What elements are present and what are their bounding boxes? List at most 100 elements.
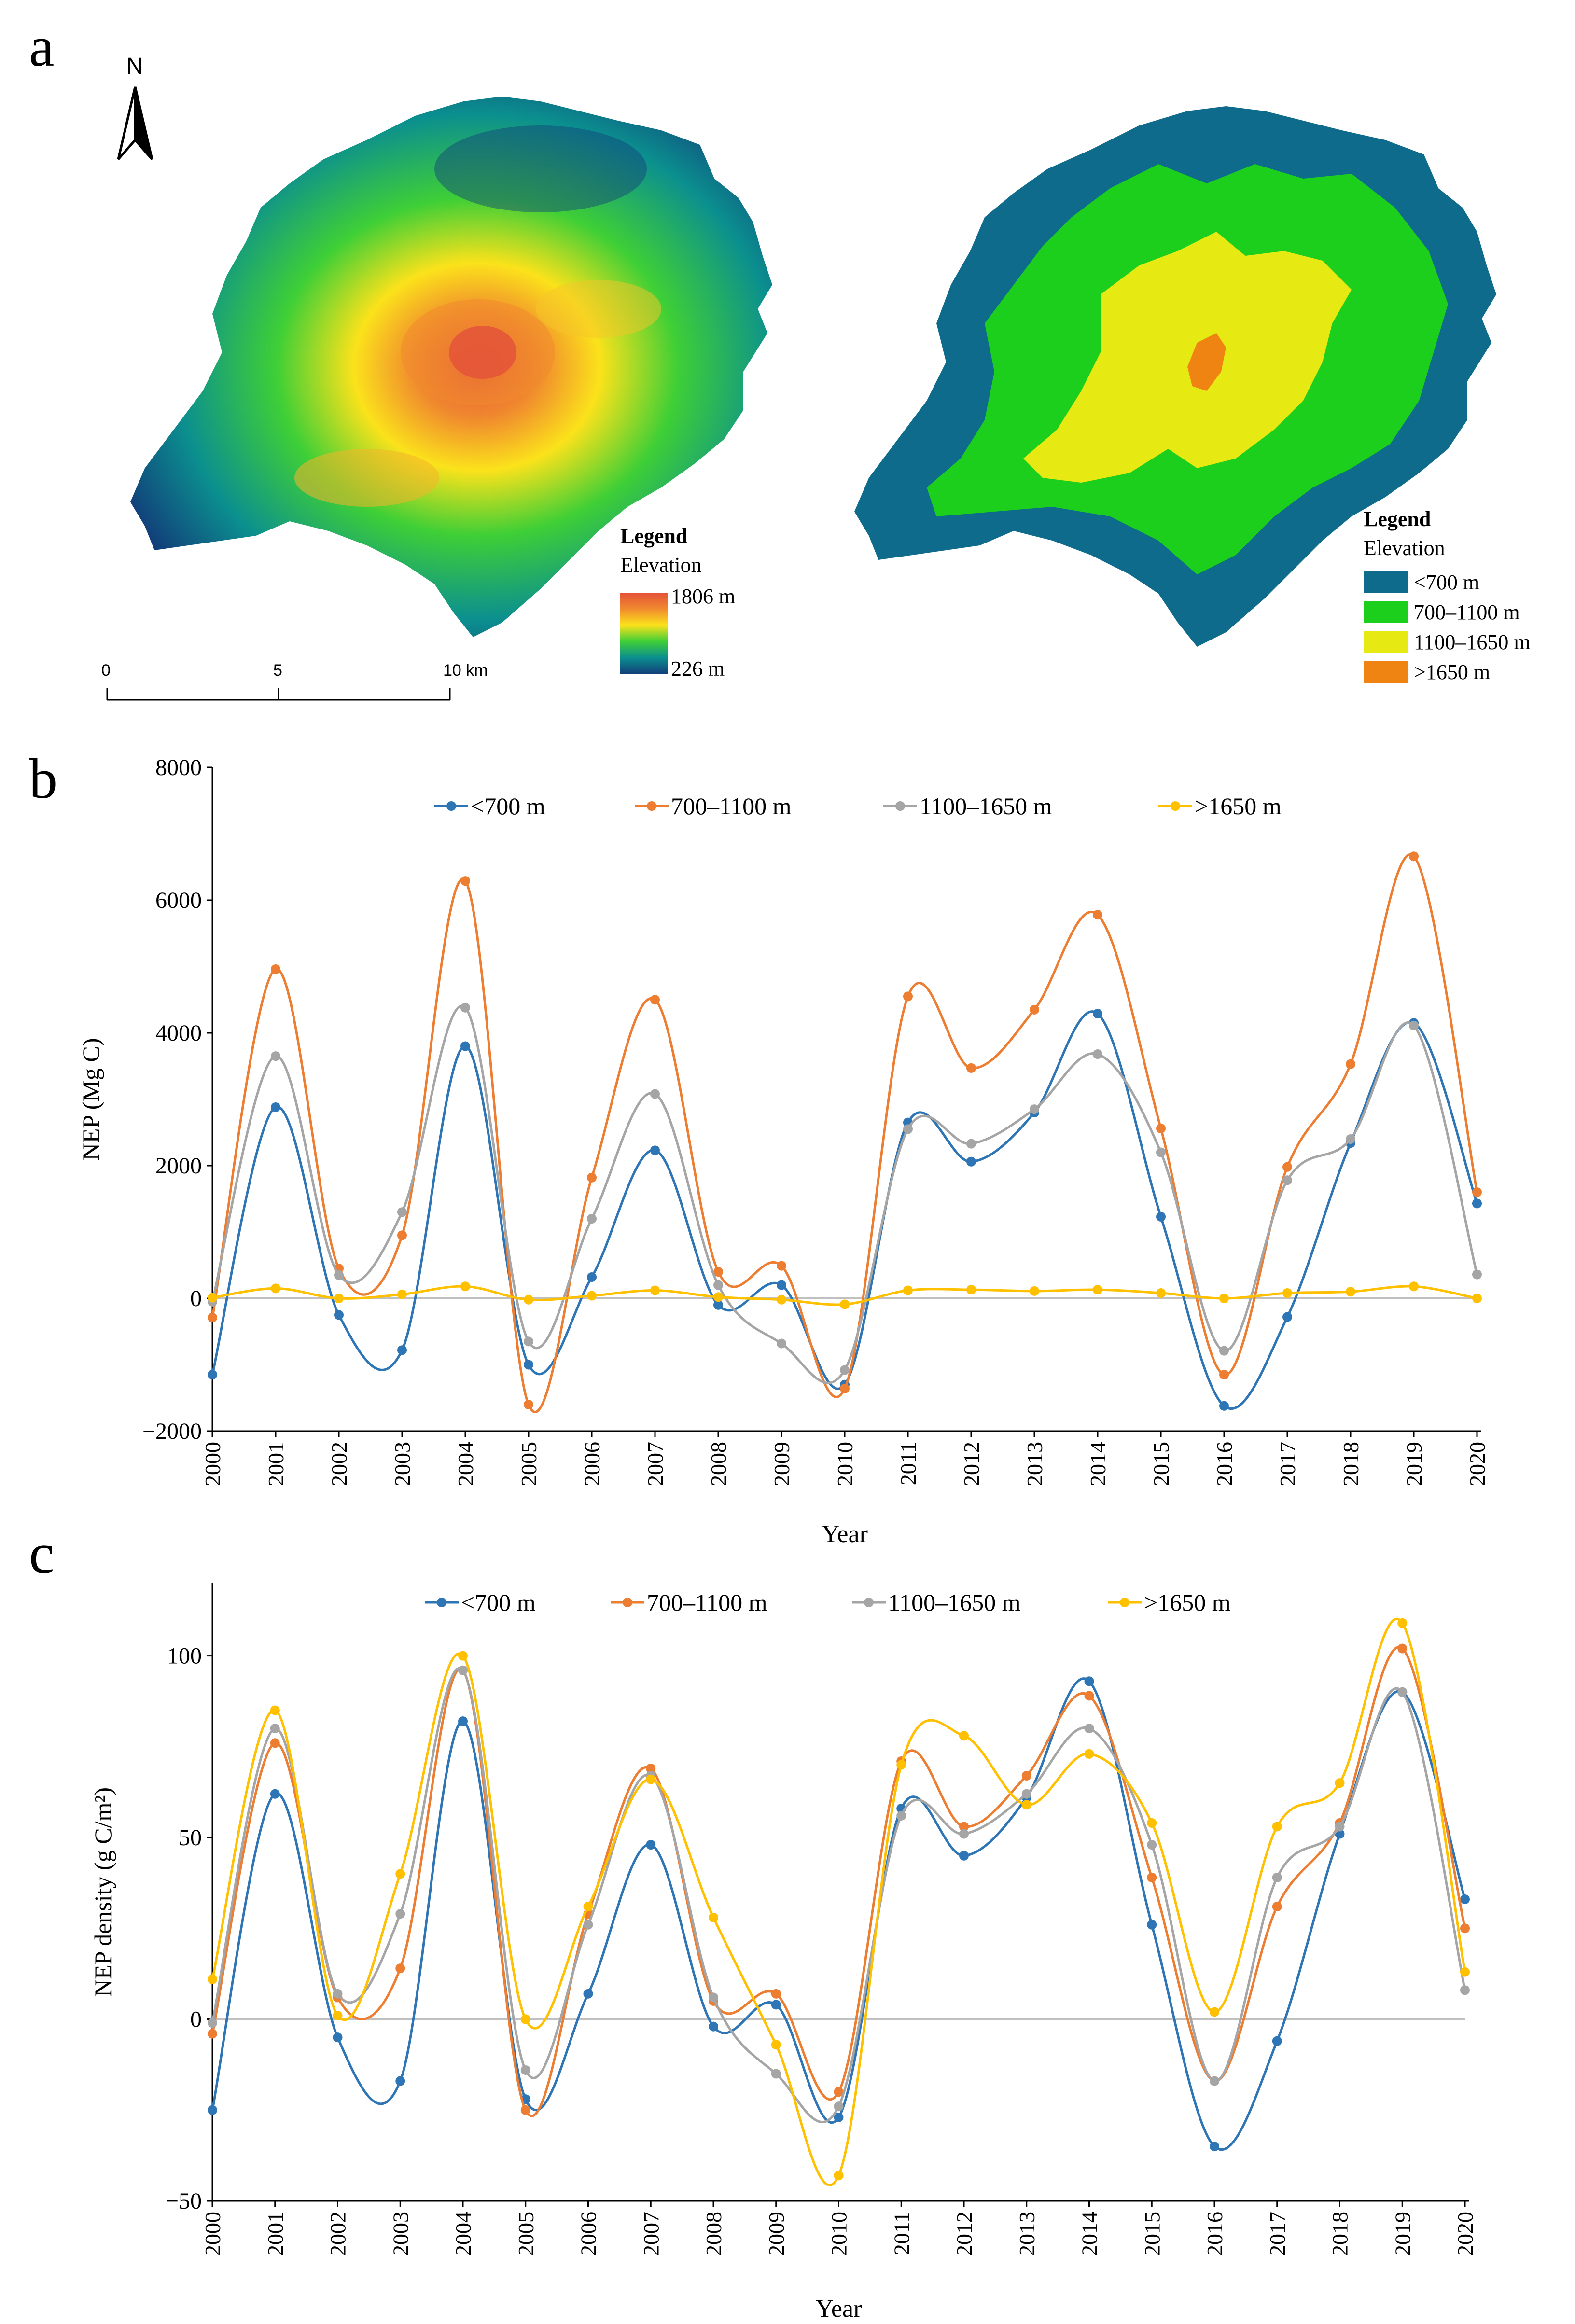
- legend-swatch: [1364, 661, 1408, 683]
- class-gt1650: [1187, 333, 1226, 391]
- x-tick-label: 2009: [769, 1442, 794, 1486]
- legend-marker: [1120, 1598, 1129, 1607]
- data-point: [520, 2065, 530, 2075]
- legend-min-label: 226 m: [671, 657, 725, 681]
- data-point: [650, 1145, 660, 1155]
- data-point: [650, 1089, 660, 1099]
- data-point: [834, 2087, 844, 2097]
- data-point: [460, 1002, 470, 1013]
- data-point: [1084, 1749, 1094, 1759]
- y-tick-label: 4000: [155, 1020, 202, 1046]
- data-point: [1219, 1346, 1229, 1356]
- data-point: [1335, 1778, 1345, 1788]
- data-point: [1272, 1822, 1282, 1832]
- data-point: [1156, 1147, 1166, 1157]
- legend-class-row: >1650 m: [1364, 657, 1531, 687]
- legend-class-row: 700–1100 m: [1364, 597, 1531, 627]
- y-tick-label: 6000: [155, 888, 202, 913]
- data-point: [834, 2112, 844, 2122]
- legend-swatch: [1364, 571, 1408, 593]
- nep-chart: −2000 0 2000 4000 6000 8000 2000 2001 2002 2003 20…: [77, 755, 1490, 1548]
- data-point: [903, 1124, 913, 1134]
- data-point: [460, 876, 470, 886]
- data-point: [270, 1738, 280, 1748]
- x-tick-label: 2019: [1390, 2212, 1415, 2256]
- data-point: [771, 1989, 781, 1999]
- x-tick-label: 2001: [264, 1442, 288, 1486]
- legend-label: >1650 m: [1144, 1589, 1231, 1616]
- nep-density-chart: −50 0 50 100 2000 2001 2002 2003 2004 2005 2006 200…: [89, 1583, 1477, 2323]
- data-point: [271, 1051, 280, 1061]
- x-tick-label: 2005: [516, 1442, 541, 1486]
- data-point: [208, 2105, 217, 2115]
- legend-swatch: [1364, 631, 1408, 653]
- data-point: [966, 1063, 976, 1073]
- x-tick-label: 2001: [263, 2212, 288, 2256]
- data-point: [1093, 1049, 1102, 1059]
- data-point: [709, 2021, 718, 2032]
- x-tick-label: 2015: [1140, 2212, 1164, 2256]
- data-point: [1156, 1124, 1166, 1133]
- data-point: [1084, 1676, 1094, 1686]
- data-point: [959, 1829, 969, 1839]
- data-point: [334, 1310, 344, 1320]
- legend-subtitle-left: Elevation: [620, 553, 702, 577]
- data-point: [458, 1651, 468, 1661]
- data-point: [460, 1281, 470, 1292]
- data-point: [834, 2101, 844, 2112]
- data-point: [1219, 1370, 1229, 1380]
- data-point: [903, 991, 913, 1002]
- data-point: [333, 2032, 343, 2043]
- data-point: [709, 1912, 718, 1922]
- x-tick-label: 2011: [889, 2212, 914, 2255]
- x-tick-label: 2017: [1265, 2212, 1290, 2256]
- legend-marker: [623, 1598, 632, 1607]
- x-tick-label: 2006: [576, 2212, 601, 2256]
- data-point: [709, 1992, 718, 2003]
- data-point: [1282, 1175, 1292, 1185]
- legend-marker: [437, 1598, 446, 1607]
- data-point: [1147, 1920, 1157, 1930]
- data-point: [1460, 1967, 1470, 1977]
- data-point: [713, 1292, 723, 1302]
- data-point: [1156, 1211, 1166, 1222]
- data-point: [1472, 1294, 1482, 1303]
- x-tick-label: 2005: [514, 2212, 538, 2256]
- x-tick-label: 2018: [1338, 1442, 1363, 1486]
- north-arrow-icon: [117, 86, 153, 160]
- data-point: [395, 1963, 405, 1974]
- x-tick-label: 2004: [451, 2212, 475, 2256]
- data-point: [1147, 1840, 1157, 1850]
- legend-label: 700–1100 m: [671, 793, 792, 820]
- data-point: [959, 1731, 969, 1741]
- series-line: [211, 1667, 1466, 2123]
- legend-marker: [864, 1598, 874, 1607]
- y-tick-label: 0: [190, 1286, 202, 1311]
- data-point: [896, 1810, 906, 1821]
- legend-label: 1100–1650 m: [920, 793, 1052, 820]
- data-point: [397, 1345, 407, 1355]
- data-point: [1210, 2142, 1219, 2152]
- panel-label-a: a: [29, 15, 55, 78]
- data-point: [1397, 1643, 1408, 1654]
- data-point: [1093, 1285, 1102, 1295]
- data-point: [1409, 851, 1419, 862]
- elevation-map-classified: [854, 106, 1496, 647]
- x-tick-label: 2000: [200, 1442, 225, 1486]
- data-point: [1346, 1134, 1355, 1144]
- y-tick-label: 2000: [155, 1153, 202, 1179]
- elevation-map-continuous: [130, 97, 772, 637]
- data-point: [524, 1360, 533, 1370]
- data-point: [777, 1280, 786, 1290]
- x-tick-label: 2019: [1402, 1442, 1426, 1486]
- data-point: [1460, 1923, 1470, 1934]
- data-point: [333, 1989, 343, 1999]
- data-point: [966, 1156, 976, 1167]
- data-point: [1084, 1724, 1094, 1734]
- series-line: [211, 1004, 1478, 1384]
- data-point: [966, 1285, 976, 1295]
- data-point: [1272, 1902, 1282, 1912]
- data-point: [1409, 1281, 1419, 1292]
- data-point: [208, 1974, 217, 1984]
- legend-label: 1100–1650 m: [888, 1589, 1021, 1616]
